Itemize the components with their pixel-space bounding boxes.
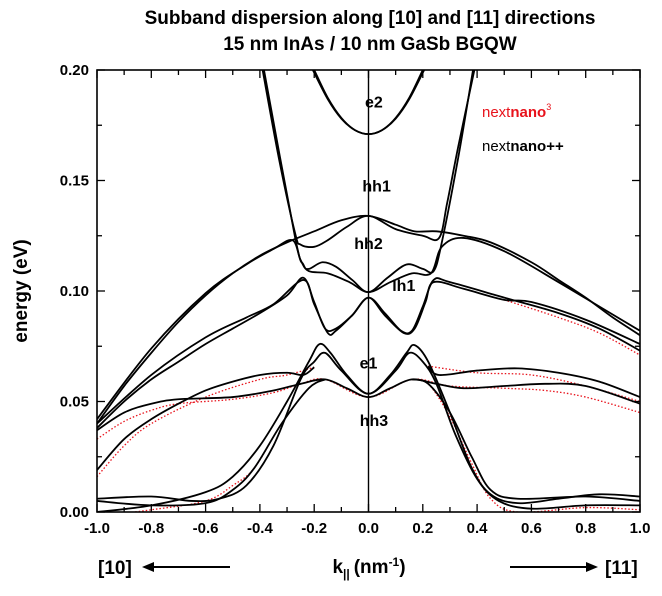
axes: -1.0 -0.8 -0.6 -0.4 -0.2 0.0 0.2 0.4 0.6 0.8 1.0 0.…	[60, 62, 651, 537]
y-axis-label: energy (eV)	[11, 239, 32, 342]
x-tick-label: -0.2	[301, 520, 327, 537]
x-tick-label: 1.0	[630, 520, 651, 537]
x-axis-unit: (nm	[354, 557, 389, 578]
legend-entry-prefix: next	[482, 104, 511, 121]
direction-left-label: [10]	[98, 558, 132, 579]
y-tick-label: 0.10	[60, 283, 89, 300]
nextnano3-band-line-5	[504, 299, 640, 356]
chart-title-line-1: Subband dispersion along [10] and [11] d…	[145, 8, 596, 29]
y-tick-label: 0.20	[60, 62, 89, 79]
band-label-hh3: hh3	[360, 413, 389, 430]
band-label-e1: e1	[360, 355, 378, 372]
chart-title-line-2: 15 nm InAs / 10 nm GaSb BGQW	[223, 34, 517, 55]
x-tick-label: 0.2	[412, 520, 433, 537]
x-tick-label: 0.6	[521, 520, 542, 537]
x-axis-subscript: ||	[343, 567, 350, 581]
legend-entry-prefix: next	[482, 138, 511, 155]
y-tick-label: 0.00	[60, 504, 89, 521]
x-axis-unit-exp: -1	[389, 555, 400, 569]
legend-entry-bold: nano	[510, 104, 546, 121]
x-tick-label: 0.0	[358, 520, 379, 537]
arrow-right-icon	[510, 562, 598, 572]
band-labels: e2 hh1 hh2 lh1 e1 hh3	[354, 95, 415, 430]
legend-entry-bold: nano++	[510, 138, 564, 155]
direction-right-label: [11]	[605, 558, 638, 579]
x-axis-unit-close: )	[399, 557, 405, 578]
x-tick-label: -0.8	[138, 520, 164, 537]
legend-entry: nextnano++	[482, 138, 564, 155]
band-label-lh1: lh1	[392, 278, 415, 295]
x-axis-symbol: k	[332, 557, 343, 578]
y-tick-label: 0.15	[60, 173, 89, 190]
x-tick-label: -0.6	[193, 520, 219, 537]
band-label-hh2: hh2	[354, 236, 383, 253]
nextnanopp-band-line-14	[427, 365, 640, 398]
x-tick-label: 0.8	[575, 520, 596, 537]
legend-entry-sup: 3	[546, 102, 551, 112]
band-label-e2: e2	[365, 95, 383, 112]
nextnanopp-band-line-13	[97, 366, 315, 471]
y-tick-label: 0.05	[60, 394, 89, 411]
nextnanopp-band-line-12	[411, 378, 640, 502]
x-tick-label: 0.4	[467, 520, 489, 537]
nextnanopp-band-line-10	[97, 378, 640, 431]
nextnano3-band-line-2	[411, 378, 640, 512]
arrow-left-icon	[142, 562, 230, 572]
nextnanopp-band-line-3	[97, 236, 640, 420]
nextnanopp-band-line-11	[97, 378, 326, 507]
x-tick-label: -0.4	[247, 520, 274, 537]
x-tick-label: -1.0	[84, 520, 110, 537]
x-axis-label: k|| (nm-1)	[332, 555, 405, 581]
legend-entry: nextnano3	[482, 102, 551, 121]
nextnano3-band-line-1	[129, 378, 326, 512]
band-label-hh1: hh1	[362, 179, 391, 196]
nextnano3-band-line-3	[97, 366, 315, 478]
